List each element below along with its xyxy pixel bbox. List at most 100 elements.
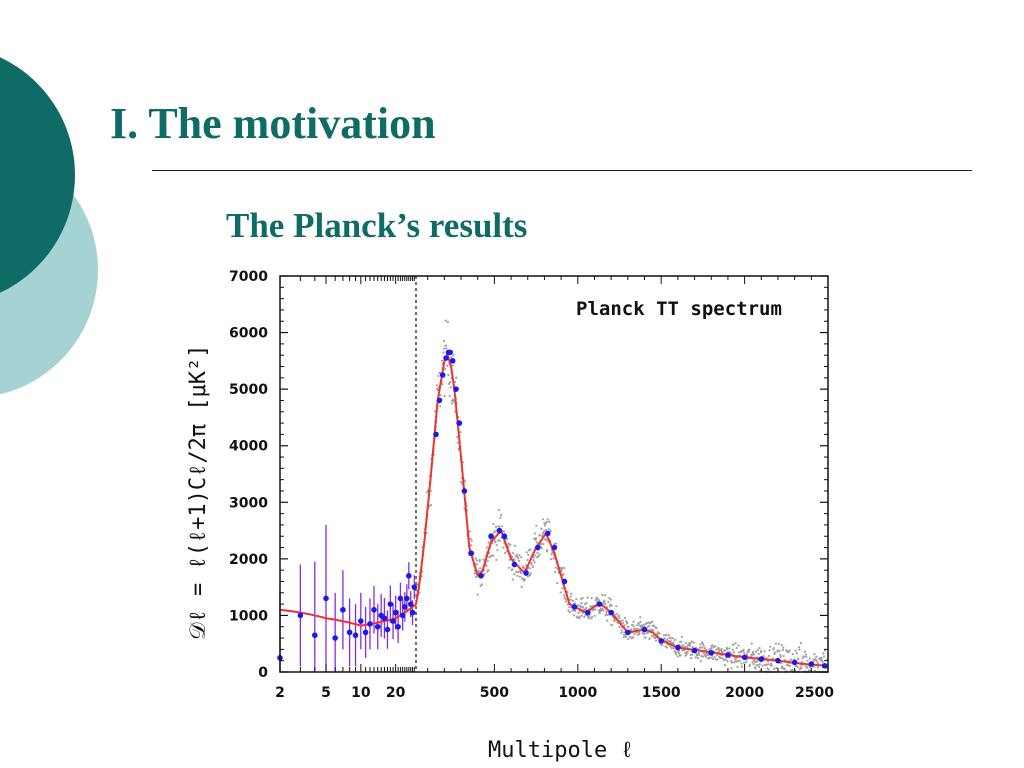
unbinned-point bbox=[685, 642, 688, 645]
plot-frame bbox=[279, 275, 829, 673]
lowl-point bbox=[340, 606, 346, 613]
binned-point bbox=[496, 527, 503, 534]
unbinned-point bbox=[672, 647, 675, 650]
unbinned-point bbox=[639, 616, 642, 619]
unbinned-point bbox=[776, 649, 779, 652]
unbinned-point bbox=[704, 655, 708, 659]
unbinned-point bbox=[669, 645, 672, 648]
unbinned-point bbox=[592, 608, 595, 611]
unbinned-point bbox=[681, 649, 684, 652]
unbinned-point bbox=[700, 655, 703, 658]
lowl-point bbox=[362, 629, 369, 636]
unbinned-point bbox=[429, 504, 433, 507]
unbinned-point bbox=[773, 667, 776, 671]
unbinned-point bbox=[700, 646, 703, 649]
unbinned-point bbox=[754, 667, 757, 670]
unbinned-point bbox=[545, 539, 548, 542]
y-axis-label: 𝒟ℓ = ℓ(ℓ+1)Cℓ/2π [μK²] bbox=[186, 344, 211, 640]
unbinned-point bbox=[740, 665, 743, 668]
unbinned-point bbox=[499, 516, 502, 519]
unbinned-point bbox=[756, 648, 760, 652]
unbinned-point bbox=[485, 564, 488, 568]
unbinned-point bbox=[623, 631, 626, 634]
decoration-circle-dark bbox=[0, 57, 75, 293]
unbinned-point bbox=[488, 556, 491, 559]
binned-point bbox=[691, 647, 698, 654]
unbinned-point bbox=[561, 587, 564, 590]
x-tick-label: 1000 bbox=[558, 685, 597, 701]
unbinned-point bbox=[643, 632, 646, 635]
unbinned-point bbox=[822, 652, 825, 655]
unbinned-point bbox=[615, 605, 618, 608]
binned-point bbox=[449, 358, 456, 364]
unbinned-point bbox=[507, 542, 510, 545]
unbinned-point bbox=[546, 518, 549, 521]
unbinned-point bbox=[514, 555, 517, 558]
model-curve bbox=[280, 354, 828, 667]
unbinned-point bbox=[690, 640, 694, 643]
unbinned-point bbox=[598, 599, 601, 602]
unbinned-point bbox=[726, 660, 729, 663]
slide-subtitle: The Planck’s results bbox=[226, 206, 528, 245]
lowl-point bbox=[401, 604, 408, 610]
unbinned-point bbox=[542, 532, 545, 535]
unbinned-point bbox=[537, 555, 540, 558]
unbinned-point bbox=[530, 563, 533, 566]
unbinned-point bbox=[578, 615, 581, 618]
unbinned-point bbox=[631, 623, 634, 627]
unbinned-point bbox=[582, 608, 586, 611]
unbinned-point bbox=[605, 613, 608, 616]
binned-point bbox=[708, 649, 715, 656]
unbinned-point bbox=[736, 665, 739, 668]
unbinned-point bbox=[645, 622, 648, 625]
unbinned-point bbox=[541, 518, 545, 521]
unbinned-point bbox=[755, 660, 759, 663]
unbinned-point bbox=[680, 640, 683, 643]
unbinned-point bbox=[658, 632, 661, 635]
unbinned-point bbox=[487, 541, 490, 544]
unbinned-point bbox=[553, 543, 556, 546]
unbinned-point bbox=[594, 608, 597, 611]
unbinned-point bbox=[804, 653, 808, 656]
unbinned-point bbox=[794, 649, 797, 652]
unbinned-point bbox=[761, 664, 764, 667]
unbinned-point bbox=[651, 634, 655, 637]
binned-point bbox=[775, 657, 781, 664]
y-tick-label: 7000 bbox=[229, 269, 268, 285]
unbinned-point bbox=[553, 571, 557, 574]
unbinned-point bbox=[821, 660, 824, 664]
unbinned-point bbox=[526, 575, 530, 578]
unbinned-point bbox=[639, 620, 642, 624]
unbinned-point bbox=[747, 650, 750, 653]
unbinned-point bbox=[588, 615, 591, 618]
unbinned-point bbox=[595, 596, 599, 599]
unbinned-point bbox=[555, 542, 558, 545]
unbinned-point bbox=[758, 663, 761, 666]
unbinned-point bbox=[799, 642, 803, 645]
binned-point bbox=[808, 661, 815, 667]
unbinned-point bbox=[795, 652, 799, 655]
unbinned-point bbox=[638, 632, 641, 635]
unbinned-point bbox=[598, 612, 601, 615]
x-tick-label: 500 bbox=[480, 685, 509, 701]
unbinned-point bbox=[456, 441, 459, 444]
unbinned-point bbox=[689, 642, 692, 645]
unbinned-point bbox=[661, 644, 664, 647]
unbinned-point bbox=[610, 624, 614, 627]
unbinned-point bbox=[531, 565, 535, 568]
unbinned-point bbox=[628, 635, 632, 639]
unbinned-point bbox=[500, 513, 503, 517]
ticks-layer: 0 1000 2000 3000 4000 5000 6000 7000 2 5 10 20 500 10… bbox=[229, 269, 834, 701]
unbinned-point bbox=[586, 596, 589, 599]
unbinned-point bbox=[540, 546, 543, 550]
unbinned-point bbox=[495, 558, 498, 562]
unbinned-point bbox=[532, 559, 535, 562]
binned-point bbox=[741, 654, 748, 661]
unbinned-point bbox=[626, 621, 629, 624]
unbinned-point bbox=[730, 667, 733, 670]
unbinned-point bbox=[633, 627, 636, 631]
unbinned-point bbox=[548, 520, 551, 523]
unbinned-point bbox=[446, 364, 449, 367]
unbinned-point bbox=[562, 594, 566, 597]
unbinned-point bbox=[581, 605, 585, 609]
